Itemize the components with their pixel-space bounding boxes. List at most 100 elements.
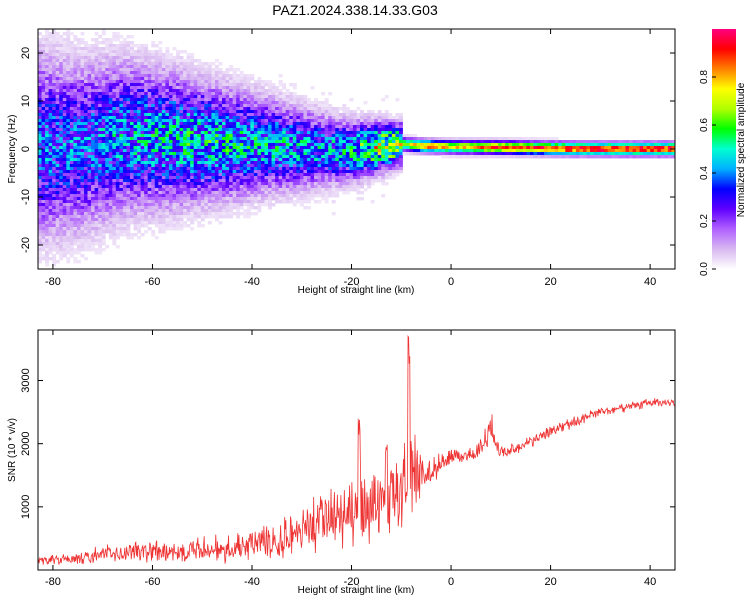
heatmap-cell xyxy=(275,86,280,90)
heatmap-cell xyxy=(115,56,120,60)
heatmap-cell xyxy=(253,185,258,189)
heatmap-cell xyxy=(246,86,251,90)
heatmap-cell xyxy=(66,185,71,189)
heatmap-cell xyxy=(165,89,170,93)
heatmap-cell xyxy=(48,236,53,240)
heatmap-cell xyxy=(183,167,188,171)
heatmap-cell xyxy=(119,77,124,81)
heatmap-cell xyxy=(41,179,46,183)
heatmap-cell xyxy=(176,197,180,201)
heatmap-cell xyxy=(112,113,117,117)
heatmap-cell xyxy=(204,173,209,177)
heatmap-cell xyxy=(140,164,145,168)
heatmap-cell xyxy=(214,155,219,159)
heatmap-cell xyxy=(55,56,60,60)
heatmap-cell xyxy=(204,125,209,129)
heatmap-cell xyxy=(66,92,71,96)
heatmap-cell xyxy=(119,71,124,75)
heatmap-cell xyxy=(183,155,188,159)
heatmap-cell xyxy=(250,176,255,180)
heatmap-cell xyxy=(126,98,131,102)
heatmap-cell xyxy=(48,233,53,237)
heatmap-cell xyxy=(299,161,304,165)
heatmap-cell xyxy=(66,245,71,249)
heatmap-cell xyxy=(183,74,188,78)
heatmap-cell xyxy=(80,98,85,102)
heatmap-cell xyxy=(328,185,333,189)
heatmap-cell xyxy=(98,92,103,96)
heatmap-cell xyxy=(38,89,42,93)
heatmap-cell xyxy=(179,215,184,219)
heatmap-cell xyxy=(349,122,354,126)
heatmap-cell xyxy=(204,116,209,120)
heatmap-cell xyxy=(52,83,57,87)
heatmap-cell xyxy=(317,191,322,195)
heatmap-cell xyxy=(91,173,96,177)
heatmap-cell xyxy=(239,134,244,138)
heatmap-cell xyxy=(161,176,166,180)
heatmap-cell xyxy=(296,194,301,198)
heatmap-cell xyxy=(115,161,120,165)
heatmap-cell xyxy=(204,203,209,207)
heatmap-cell xyxy=(190,113,195,117)
heatmap-cell xyxy=(222,119,226,123)
heatmap-cell xyxy=(183,164,188,168)
heatmap-cell xyxy=(214,71,219,75)
heatmap-cell xyxy=(285,98,290,102)
heatmap-cell xyxy=(115,83,120,87)
heatmap-cell xyxy=(176,137,180,141)
heatmap-cell xyxy=(112,146,117,150)
heatmap-cell xyxy=(154,212,159,216)
heatmap-cell xyxy=(73,242,78,246)
heatmap-cell xyxy=(176,116,180,120)
heatmap-cell xyxy=(84,116,88,120)
heatmap-cell xyxy=(360,122,364,126)
heatmap-cell xyxy=(285,176,290,180)
heatmap-cell xyxy=(183,161,188,165)
heatmap-cell xyxy=(204,149,209,153)
heatmap-cell xyxy=(48,206,53,210)
heatmap-cell xyxy=(282,149,287,153)
heatmap-cell xyxy=(122,164,127,168)
heatmap-cell xyxy=(218,140,223,144)
heatmap-cell xyxy=(349,167,354,171)
heatmap-cell xyxy=(204,185,209,189)
heatmap-cell xyxy=(38,209,42,213)
heatmap-cell xyxy=(335,191,340,195)
heatmap-cell xyxy=(130,194,134,198)
heatmap-cell xyxy=(352,113,357,117)
heatmap-cell xyxy=(105,74,110,78)
heatmap-cell xyxy=(190,89,195,93)
heatmap-cell xyxy=(268,155,272,159)
heatmap-cell xyxy=(370,152,375,156)
heatmap-cell xyxy=(130,209,134,213)
heatmap-cell xyxy=(115,89,120,93)
heatmap-cell xyxy=(168,212,173,216)
heatmap-cell xyxy=(154,86,159,90)
heatmap-cell xyxy=(271,173,276,177)
heatmap-cell xyxy=(147,125,152,129)
heatmap-cell xyxy=(218,185,223,189)
heatmap-cell xyxy=(253,155,258,159)
heatmap-cell xyxy=(360,119,364,123)
heatmap-cell xyxy=(335,134,340,138)
heatmap-cell xyxy=(130,152,134,156)
heatmap-cell xyxy=(356,131,361,135)
heatmap-cell xyxy=(207,107,212,111)
heatmap-cell xyxy=(183,122,188,126)
heatmap-cell xyxy=(52,68,57,72)
heatmap-cell xyxy=(278,197,283,201)
heatmap-cell xyxy=(328,107,333,111)
heatmap-cell xyxy=(52,107,57,111)
heatmap-cell xyxy=(257,176,262,180)
heatmap-cell xyxy=(140,197,145,201)
heatmap-cell xyxy=(87,104,92,108)
heatmap-cell xyxy=(41,77,46,81)
heatmap-cell xyxy=(151,74,156,78)
heatmap-cell xyxy=(172,152,177,156)
heatmap-cell xyxy=(303,200,308,204)
heatmap-cell xyxy=(363,182,368,186)
heatmap-cell xyxy=(207,113,212,117)
heatmap-cell xyxy=(48,74,53,78)
heatmap-cell xyxy=(328,140,333,144)
